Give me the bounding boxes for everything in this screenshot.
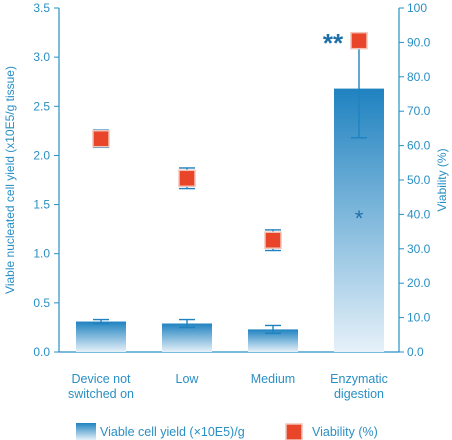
left-tick-label: 0.0	[33, 345, 50, 359]
left-tick-label: 0.5	[33, 296, 50, 310]
left-tick-label: 2.5	[33, 99, 50, 113]
category-label: Enzymatic	[330, 372, 388, 386]
left-tick-label: 3.0	[33, 50, 50, 64]
legend-bar-label: Viable cell yield (×10E5)/g	[100, 425, 245, 439]
legend-marker-label: Viability (%)	[312, 425, 378, 439]
left-tick-label: 2.0	[33, 148, 50, 162]
bar	[162, 323, 212, 352]
viability-marker	[350, 31, 368, 50]
legend-marker-swatch	[285, 423, 303, 440]
right-axis-title: Viability (%)	[435, 148, 449, 211]
left-tick-label: 1.0	[33, 247, 50, 261]
right-tick-label: 0.0	[407, 345, 424, 359]
bar	[248, 329, 298, 352]
right-tick-label: 50.0	[407, 173, 431, 187]
viability-marker	[178, 169, 196, 188]
right-tick-label: 100	[407, 1, 427, 15]
legend-bar-swatch	[76, 423, 96, 440]
category-label: Medium	[251, 372, 295, 386]
significance-double-star: **	[323, 28, 344, 58]
viability-marker	[264, 231, 282, 249]
viability-marker	[92, 129, 110, 148]
right-tick-label: 90.0	[407, 35, 431, 49]
right-tick-label: 80.0	[407, 70, 431, 84]
bar	[76, 321, 126, 352]
right-tick-label: 70.0	[407, 104, 431, 118]
category-label: Low	[176, 372, 200, 386]
significance-single-star: *	[355, 206, 364, 231]
left-axis-title: Viable nucleated cell yield (x10E5/g tis…	[3, 66, 17, 294]
category-label: switched on	[68, 387, 134, 401]
right-tick-label: 30.0	[407, 242, 431, 256]
left-tick-label: 1.5	[33, 198, 50, 212]
category-label: Device not	[71, 372, 131, 386]
right-tick-label: 60.0	[407, 139, 431, 153]
left-tick-label: 3.5	[33, 1, 50, 15]
right-tick-label: 10.0	[407, 311, 431, 325]
right-tick-label: 20.0	[407, 276, 431, 290]
category-label: digestion	[334, 387, 384, 401]
right-tick-label: 40.0	[407, 207, 431, 221]
